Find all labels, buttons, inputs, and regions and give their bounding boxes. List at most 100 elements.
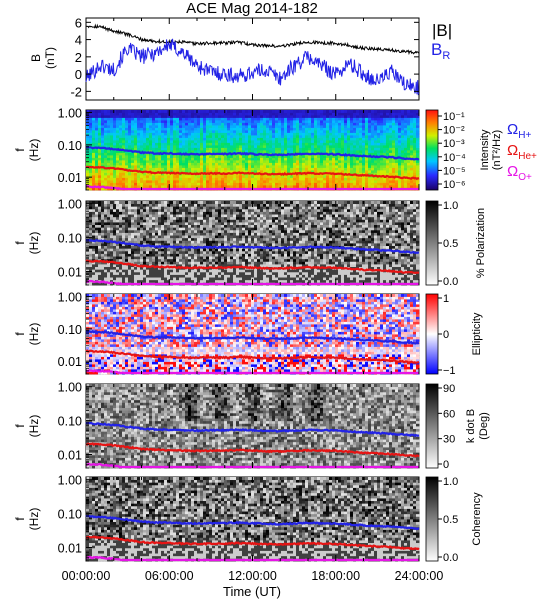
spectrogram-cell <box>287 117 291 121</box>
spectrogram-cell <box>203 203 207 207</box>
spectrogram-cell <box>362 137 366 141</box>
spectrogram-cell <box>377 162 381 166</box>
spectrogram-cell <box>230 130 234 133</box>
spectrogram-cell <box>398 122 402 126</box>
spectrogram-cell <box>155 222 159 226</box>
spectrogram-cell <box>233 175 237 178</box>
spectrogram-cell <box>392 140 396 143</box>
spectrogram-cell <box>335 127 339 131</box>
spectrogram-cell <box>155 120 159 123</box>
spectrogram-cell <box>191 248 195 252</box>
spectrogram-cell <box>329 122 333 126</box>
spectrogram-cell <box>266 120 270 123</box>
spectrogram-cell <box>185 243 189 247</box>
spectrogram-cell <box>215 112 219 116</box>
spectrogram-cell <box>107 172 111 176</box>
spectrogram-cell <box>248 182 252 186</box>
spectrogram-cell <box>341 175 345 178</box>
spectrogram-cell <box>164 120 168 123</box>
spectrogram-cell <box>332 170 336 173</box>
spectrogram-cell <box>254 125 258 128</box>
spectrogram-cell <box>131 172 135 176</box>
spectrogram-cell <box>128 157 132 161</box>
spectrogram-cell <box>368 110 372 113</box>
gyro-line-hplus <box>85 146 420 161</box>
spectrogram-cell <box>113 182 117 186</box>
spectrogram-cell <box>167 201 171 205</box>
spectrogram-cell <box>158 150 162 153</box>
spectrogram-cell <box>185 162 189 166</box>
spectrogram-cell <box>323 147 327 151</box>
spectrogram-cell <box>86 150 90 153</box>
spectrogram-cell <box>395 167 399 171</box>
spectrogram-cell <box>143 227 147 231</box>
spectrogram-cell <box>209 110 213 113</box>
spectrogram-cell <box>122 120 126 123</box>
spectrogram-cell <box>416 120 420 123</box>
spectrogram-cell <box>143 279 147 283</box>
spectrogram-cell <box>86 187 90 191</box>
spectrogram-cell <box>92 277 96 281</box>
spectrogram-cell <box>104 274 108 278</box>
spectrogram-cell <box>317 112 321 116</box>
spectrogram-cell <box>98 120 102 123</box>
spectrogram-cell <box>260 162 264 166</box>
spectrogram-cell <box>152 122 156 126</box>
spectrogram-cell <box>398 167 402 171</box>
spectrogram-cell <box>296 137 300 141</box>
spectrogram-cell <box>101 214 105 218</box>
spectrogram-cell <box>353 130 357 133</box>
spectrogram-cell <box>311 145 315 148</box>
spectrogram-cell <box>116 137 120 141</box>
spectrogram-cell <box>140 229 144 233</box>
spectrogram-cell <box>416 162 420 166</box>
spectrogram-cell <box>212 269 216 273</box>
spectrogram-cell <box>308 155 312 158</box>
spectrogram-cell <box>293 135 297 138</box>
spectrogram-cell <box>230 165 234 168</box>
spectrogram-cell <box>155 248 159 252</box>
spectrogram-cell <box>377 165 381 168</box>
spectrogram-cell <box>197 117 201 121</box>
spectrogram-cell <box>269 122 273 126</box>
spectrogram-cell <box>191 115 195 118</box>
spectrogram-cell <box>212 277 216 281</box>
spectrogram-cell <box>326 175 330 178</box>
spectrogram-cell <box>113 185 117 188</box>
spectrogram-cell <box>116 160 120 163</box>
spectrogram-cell <box>149 180 153 183</box>
spectrogram-cell <box>404 185 408 188</box>
spectrogram-cell <box>326 177 330 181</box>
spectrogram-cell <box>242 140 246 143</box>
spectrogram-cell <box>119 177 123 181</box>
spectrogram-cell <box>188 110 192 113</box>
spectrogram-cell <box>131 182 135 186</box>
spectrogram-cell <box>257 147 261 151</box>
spectrogram-cell <box>395 162 399 166</box>
spectrogram-cell <box>143 243 147 247</box>
spectrogram-cell <box>149 274 153 278</box>
spectrogram-cell <box>221 175 225 178</box>
spectrogram-cell <box>188 160 192 163</box>
spectrogram-cell <box>353 115 357 118</box>
spectrogram-cell <box>131 214 135 218</box>
spectrogram-cell <box>131 162 135 166</box>
spectrogram-cell <box>365 135 369 138</box>
spectrogram-cell <box>215 147 219 151</box>
spectrogram-cell <box>404 142 408 146</box>
spectrogram-cell <box>146 248 150 252</box>
spectrogram-cell <box>119 160 123 163</box>
spectrogram-cell <box>125 227 129 231</box>
spectrogram-cell <box>179 211 183 215</box>
spectrogram-cell <box>416 132 420 136</box>
spectrogram-cell <box>254 160 258 163</box>
spectrogram-cell <box>113 219 117 223</box>
spectrogram-cell <box>137 127 141 131</box>
spectrogram-cell <box>197 256 201 260</box>
spectrogram-cell <box>164 261 168 265</box>
spectrogram-cell <box>143 180 147 183</box>
spectrogram-cell <box>158 208 162 212</box>
spectrogram-cell <box>146 258 150 262</box>
spectrogram-cell <box>290 157 294 161</box>
spectrogram-cell <box>185 112 189 116</box>
